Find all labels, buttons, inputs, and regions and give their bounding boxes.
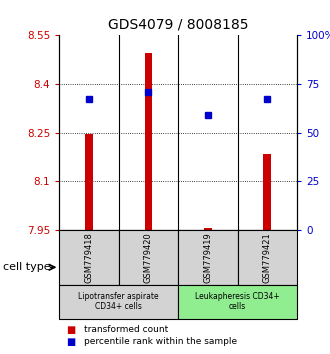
Text: GSM779419: GSM779419 [203, 232, 213, 283]
Bar [119, 230, 178, 285]
Bar [59, 230, 119, 285]
Bar [85, 135, 93, 230]
Text: GSM779421: GSM779421 [263, 232, 272, 283]
Bar [204, 228, 212, 230]
Bar [178, 285, 297, 319]
Text: Lipotransfer aspirate
CD34+ cells: Lipotransfer aspirate CD34+ cells [79, 292, 159, 312]
Text: ■: ■ [66, 325, 75, 335]
Title: GDS4079 / 8008185: GDS4079 / 8008185 [108, 17, 248, 32]
Text: GSM779420: GSM779420 [144, 232, 153, 283]
Bar [263, 154, 271, 230]
Bar [59, 285, 178, 319]
Text: percentile rank within the sample: percentile rank within the sample [84, 337, 237, 346]
Text: cell type: cell type [3, 262, 51, 272]
Bar [145, 53, 152, 230]
Bar [238, 230, 297, 285]
Text: ■: ■ [66, 337, 75, 347]
Text: Leukapheresis CD34+
cells: Leukapheresis CD34+ cells [195, 292, 280, 312]
Text: transformed count: transformed count [84, 325, 168, 335]
Bar [178, 230, 238, 285]
Text: GSM779418: GSM779418 [84, 232, 94, 283]
